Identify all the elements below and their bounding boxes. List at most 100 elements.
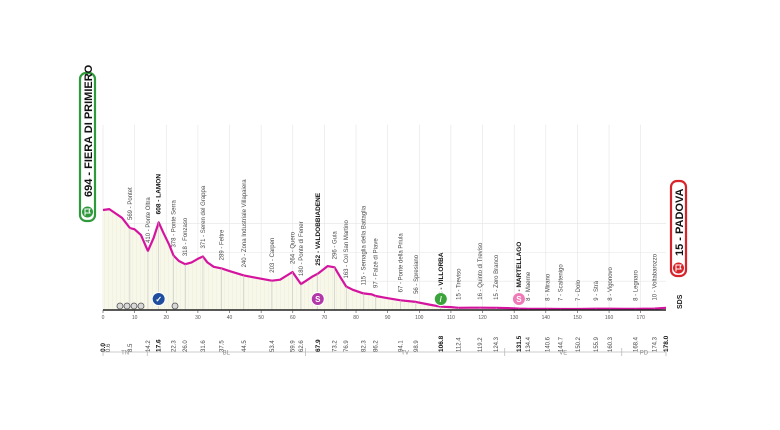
marker-symbol: / xyxy=(440,295,443,304)
km-tick-label: 0 xyxy=(102,315,105,321)
point-label: 97 - Falzè di Piave xyxy=(374,238,380,288)
point-label: 7 - Scaltenigo xyxy=(559,264,565,301)
kom-marker: S xyxy=(310,292,325,306)
region-label: TV xyxy=(401,351,409,357)
km-distance-label: 144.7 xyxy=(559,336,565,352)
point-labels: 569 - Pontet 410 - Ponte Oltra 608 - LAMON… xyxy=(128,174,658,310)
km-distance-label: 134.4 xyxy=(526,336,532,352)
marker-symbol: S xyxy=(315,295,321,304)
km-tick-label: 150 xyxy=(573,315,582,321)
km-tick-label: 90 xyxy=(385,315,391,321)
km-distance-label: 59.9 xyxy=(290,340,296,352)
km-distance-label: 94.1 xyxy=(399,340,405,352)
km-distance-label: 160.3 xyxy=(608,336,614,352)
start-badge: 694 - FIERA DI PRIMIERO xyxy=(78,64,97,223)
point-label: 9 - Strà xyxy=(594,280,600,300)
finish-flag-icon xyxy=(673,262,684,274)
km-distance-label: 178.0 xyxy=(663,335,670,352)
marker-symbol: S xyxy=(516,295,522,304)
point-label: 264 - Quero xyxy=(290,231,296,264)
point-label: 10 - MARTELLAGO xyxy=(516,242,523,301)
point-label: 289 - Feltre xyxy=(220,229,226,260)
km-tick-label: 100 xyxy=(415,315,424,321)
finish-title: 15 - PADOVA xyxy=(674,189,686,256)
km-distance-label: 14.2 xyxy=(146,340,152,352)
km-tick-label: 10 xyxy=(132,315,138,321)
point-label: 8 - Mirano xyxy=(546,273,552,301)
km-distance-label: 150.2 xyxy=(576,336,582,352)
marker-circle xyxy=(310,292,325,306)
point-label: 569 - Pontet xyxy=(128,187,134,220)
finish-badge: 15 - PADOVA xyxy=(669,179,688,278)
profile-line xyxy=(102,208,667,311)
km-distance-label: 140.6 xyxy=(546,336,552,352)
km-tick-label: 130 xyxy=(510,315,519,321)
point-label: 240 - Zona Industriale Villapaiera xyxy=(242,179,248,268)
km-tick-label: 160 xyxy=(605,315,614,321)
point-label: 163 - Col San Martino xyxy=(344,219,350,278)
point-label: 8 - Legnaro xyxy=(634,269,640,300)
km-distance-label: 0.6 xyxy=(106,343,112,352)
marker-circle xyxy=(511,292,526,306)
km-distance-label: 37.5 xyxy=(220,340,226,352)
point-label: 56 - Spresiano xyxy=(414,254,420,294)
point-label: 296 - Guia xyxy=(333,231,339,260)
gear-icon xyxy=(171,302,179,310)
km-tick-label: 50 xyxy=(258,315,264,321)
point-label: 371 - Seren del Grappa xyxy=(201,185,207,248)
region-label: TN xyxy=(121,351,129,357)
point-label: 180 - Ponte di Fener xyxy=(299,221,305,276)
km-distance-label: 76.9 xyxy=(344,340,350,352)
km-tick-label: 110 xyxy=(447,315,455,321)
point-label: 410 - Ponte Oltra xyxy=(146,197,152,243)
region-label: BL xyxy=(223,351,231,357)
point-label: 10 - Voltabarozzo xyxy=(652,253,658,300)
intermediate-marker: ✓ xyxy=(151,292,166,306)
marker-circle xyxy=(151,292,166,306)
point-label: 7 - Dolo xyxy=(576,279,582,301)
km-distance-label: 174.3 xyxy=(652,336,658,352)
stage-markers: ✓ S / S xyxy=(151,292,526,306)
km-distance-label: 112.4 xyxy=(457,337,463,352)
km-distance-label: 124.3 xyxy=(494,336,500,352)
brand-logo: SDS xyxy=(677,294,684,309)
km-distance-label: 0.0 xyxy=(100,343,107,352)
km-distance-label: 22.3 xyxy=(172,340,178,352)
km-tick-label: 70 xyxy=(322,315,328,321)
point-label: 23 - VILLORBA xyxy=(438,252,445,299)
km-tick-label: 60 xyxy=(290,315,296,321)
gear-icon xyxy=(137,302,145,310)
point-label: 318 - Fonzaso xyxy=(183,217,189,256)
km-distance-label: 67.9 xyxy=(315,339,322,352)
sprint-marker: / xyxy=(433,292,448,306)
km-distance-label: 131.5 xyxy=(516,335,523,352)
point-label: 15 - Zero Branco xyxy=(494,254,500,300)
km-distance-label: 8.5 xyxy=(128,343,134,352)
gear-icon xyxy=(116,302,124,310)
point-label: 8 - Vigonovo xyxy=(608,266,614,300)
km-distance-label: 26.0 xyxy=(183,340,189,352)
km-tick-label: 20 xyxy=(163,315,169,321)
km-distance-label: 82.3 xyxy=(361,340,367,352)
chain-icons xyxy=(116,302,179,310)
point-label: 15 - Treviso xyxy=(457,268,463,300)
km-distance-label: 155.9 xyxy=(594,336,600,352)
point-label: 378 - Ponte Serra xyxy=(172,200,178,248)
region-label: PD xyxy=(640,351,649,357)
point-label: 8 - Maerne xyxy=(526,271,532,301)
km-distance-label: 62.6 xyxy=(299,340,305,352)
marker-symbol: ✓ xyxy=(155,295,162,304)
kom2-marker: S xyxy=(511,292,526,306)
km-axis: 0 10 20 30 40 50 60 70 80 90 100 110 120 130 140 150 160… xyxy=(100,309,670,352)
start-flag-icon xyxy=(82,206,93,218)
km-tick-label: 120 xyxy=(478,315,487,321)
km-tick-label: 140 xyxy=(542,315,551,321)
km-tick-label: 40 xyxy=(227,315,233,321)
gear-icon xyxy=(130,302,138,310)
region-label: VE xyxy=(559,351,567,357)
point-label: 252 - VALDOBBIADENE xyxy=(315,192,322,266)
km-distance-label: 106.8 xyxy=(438,335,445,352)
km-distance-label: 98.9 xyxy=(414,340,420,352)
km-distance-label: 31.6 xyxy=(201,340,207,352)
